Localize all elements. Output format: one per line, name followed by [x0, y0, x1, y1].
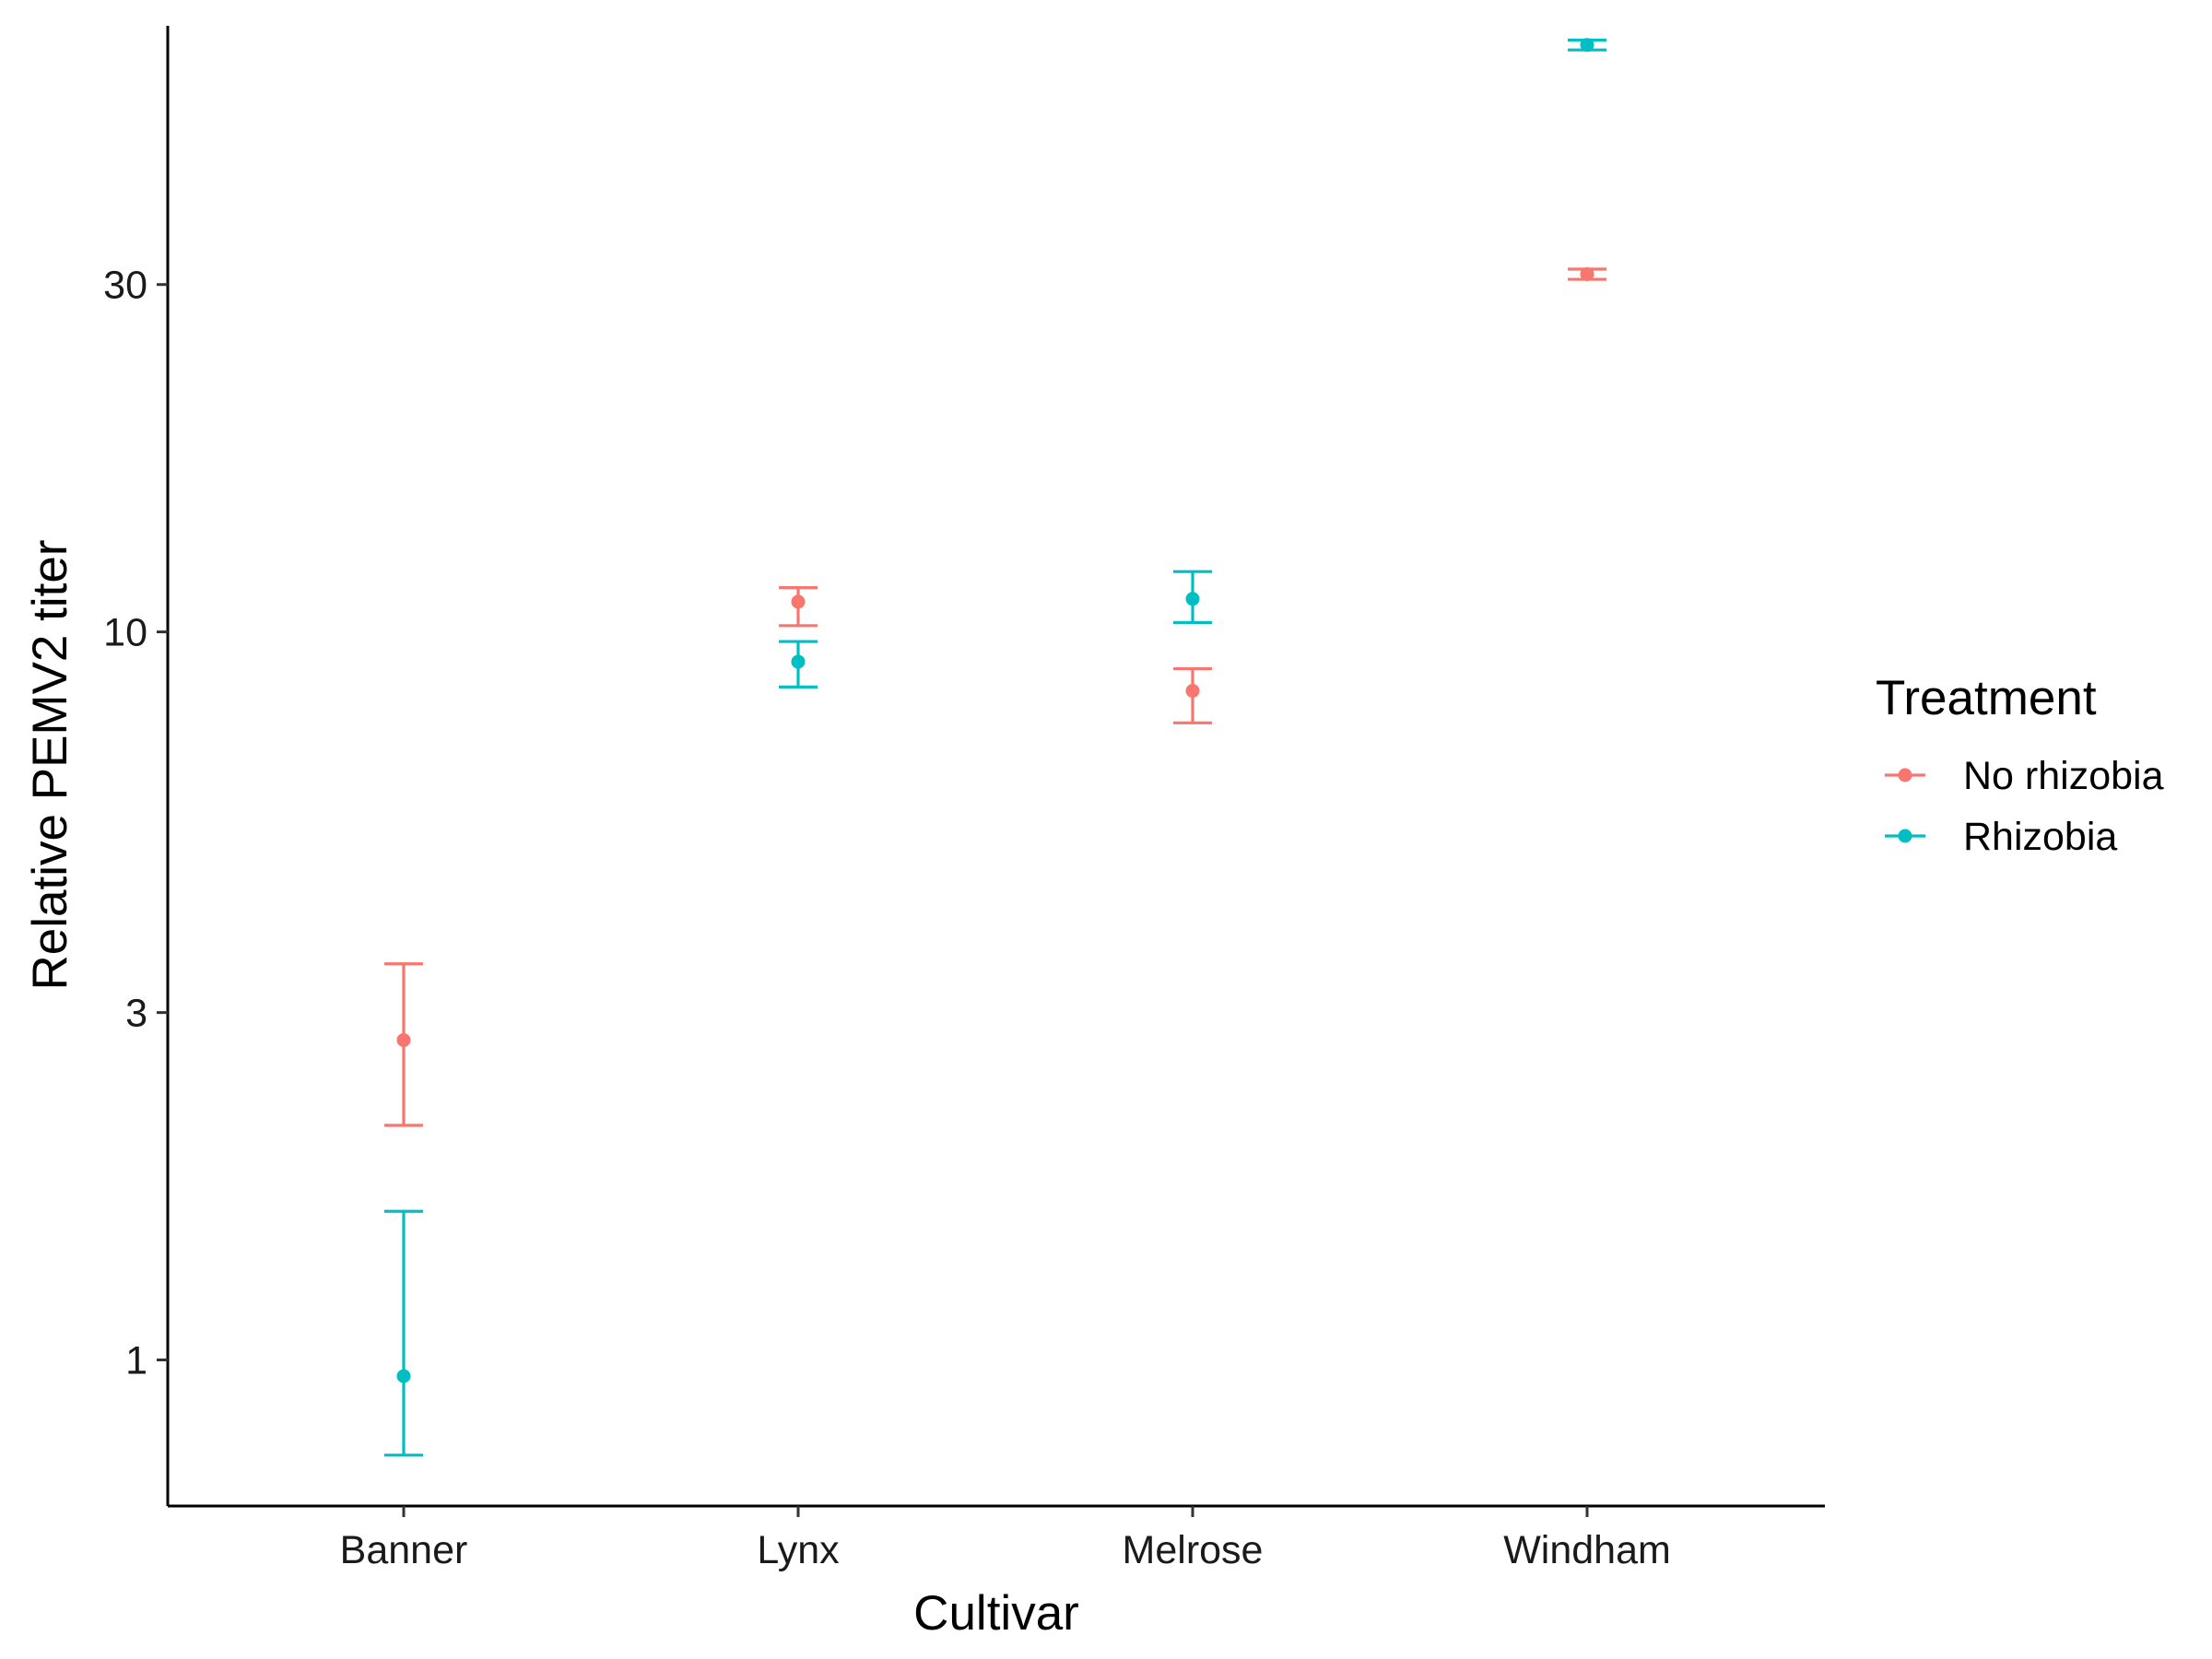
legend: Treatment No rhizobia Rhizobia — [1876, 671, 2164, 859]
legend-title: Treatment — [1876, 671, 2097, 725]
data-point — [1580, 38, 1594, 53]
y-axis-title: Relative PEMV2 titer — [23, 540, 77, 991]
data-marks — [384, 38, 1606, 1457]
x-axis-title: Cultivar — [913, 1586, 1079, 1641]
y-tick-label: 10 — [103, 611, 147, 655]
data-point — [396, 1369, 411, 1383]
legend-key-point — [1898, 768, 1912, 782]
plot-panel: 1 3 10 30 Banner Lynx Melrose Windham — [103, 26, 1825, 1572]
legend-key-point — [1898, 829, 1912, 843]
legend-label: No rhizobia — [1963, 754, 2164, 798]
data-point — [1185, 684, 1200, 699]
x-tick-label: Windham — [1503, 1528, 1671, 1572]
x-tick-label: Lynx — [757, 1528, 840, 1572]
x-axis-ticks: Banner Lynx Melrose Windham — [340, 1506, 1671, 1572]
legend-item: Rhizobia — [1885, 815, 2117, 859]
y-axis-ticks: 1 3 10 30 — [103, 264, 168, 1382]
series-no-rhizobia — [384, 266, 1606, 1127]
data-point — [1580, 266, 1594, 281]
x-tick-label: Melrose — [1123, 1528, 1264, 1572]
data-point — [396, 1032, 411, 1047]
legend-label: Rhizobia — [1963, 815, 2117, 859]
data-point — [1185, 592, 1200, 606]
data-point — [791, 654, 806, 669]
legend-item: No rhizobia — [1885, 754, 2164, 798]
y-tick-label: 1 — [125, 1338, 147, 1382]
data-point — [791, 594, 806, 609]
x-tick-label: Banner — [340, 1528, 468, 1572]
y-tick-label: 3 — [125, 992, 147, 1036]
series-rhizobia — [384, 38, 1606, 1457]
y-tick-label: 30 — [103, 264, 147, 308]
